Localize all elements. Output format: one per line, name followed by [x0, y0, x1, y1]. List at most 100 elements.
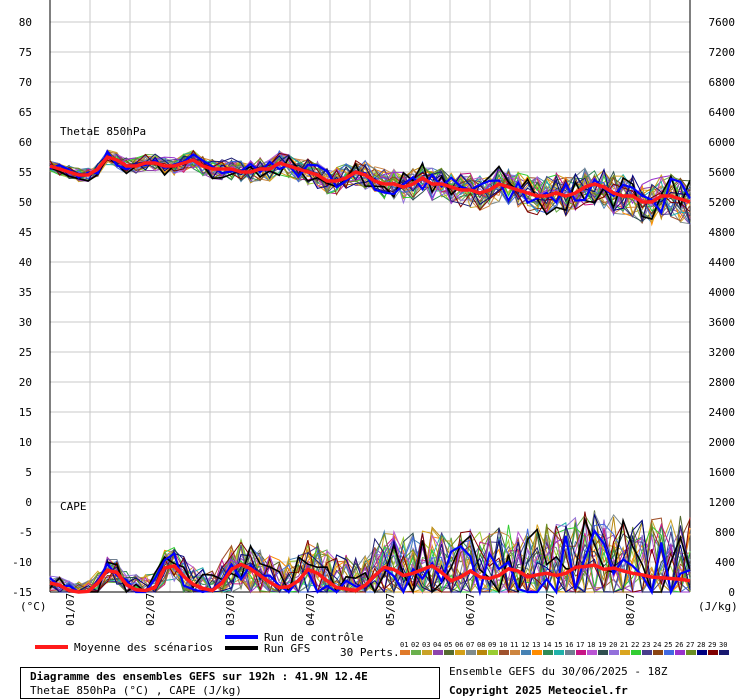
left-tick-label: 0 [25, 496, 32, 509]
pert-legend-swatch [653, 650, 663, 655]
legend-gfs-label: Run GFS [264, 642, 310, 655]
left-tick-label: 65 [19, 106, 32, 119]
x-tick-label: 02/07 [144, 593, 157, 626]
pert-legend-swatch [444, 650, 454, 655]
pert-legend-label: 27 [686, 641, 694, 649]
right-tick-label: 400 [715, 556, 735, 569]
pert-legend-swatch [477, 650, 487, 655]
legend-perts-label: 30 Perts. [340, 646, 400, 659]
pert-legend-label: 29 [708, 641, 716, 649]
left-tick-label: 60 [19, 136, 32, 149]
left-tick-label: 10 [19, 436, 32, 449]
left-tick-label: -10 [12, 556, 32, 569]
thetae-panel-label: ThetaE 850hPa [60, 125, 146, 138]
left-tick-label: 50 [19, 196, 32, 209]
right-tick-label: 2400 [709, 406, 736, 419]
pert-legend-swatch [554, 650, 564, 655]
pert-legend-label: 30 [719, 641, 727, 649]
pert-legend-label: 15 [554, 641, 562, 649]
pert-legend-label: 19 [598, 641, 606, 649]
pert-legend-label: 18 [587, 641, 595, 649]
pert-legend-label: 01 [400, 641, 408, 649]
pert-legend-swatch [631, 650, 641, 655]
left-tick-label: 55 [19, 166, 32, 179]
pert-legend-swatch [697, 650, 707, 655]
legend-control-label: Run de contrôle [264, 631, 363, 644]
mean-thetae [49, 154, 691, 204]
left-tick-label: 35 [19, 286, 32, 299]
pert-legend-label: 13 [532, 641, 540, 649]
pert-legend-swatch [587, 650, 597, 655]
pert-legend-label: 16 [565, 641, 573, 649]
pert-legend-label: 03 [422, 641, 430, 649]
legend-mean-label: Moyenne des scénarios [74, 641, 213, 654]
left-tick-label: 70 [19, 76, 32, 89]
pert-legend-label: 11 [510, 641, 518, 649]
pert-legend-swatch [576, 650, 586, 655]
right-tick-label: 7600 [709, 16, 736, 29]
pert-legend-label: 05 [444, 641, 452, 649]
left-tick-label: -5 [19, 526, 32, 539]
pert-legend-label: 04 [433, 641, 441, 649]
right-tick-label: 7200 [709, 46, 736, 59]
pert-legend-swatch [565, 650, 575, 655]
right-tick-label: 3600 [709, 316, 736, 329]
left-tick-label: 80 [19, 16, 32, 29]
cape-panel-label: CAPE [60, 500, 87, 513]
right-tick-label: 4400 [709, 256, 736, 269]
series [49, 149, 691, 597]
footer-title: Diagramme des ensembles GEFS sur 192h : … [30, 670, 368, 683]
left-tick-label: 40 [19, 256, 32, 269]
perturbation-legend: 01 02 03 04 05 06 07 08 09 10 11 12 13 14 15 16 17 18 19 20… [400, 641, 729, 655]
right-tick-label: 3200 [709, 346, 736, 359]
run-info: Ensemble GEFS du 30/06/2025 - 18Z [449, 665, 668, 678]
pert-legend-label: 08 [477, 641, 485, 649]
x-tick-label: 03/07 [224, 593, 237, 626]
left-tick-label: 25 [19, 346, 32, 359]
left-tick-label: 5 [25, 466, 32, 479]
right-tick-label: 6800 [709, 76, 736, 89]
right-axis-unit: (J/kg) [698, 600, 738, 613]
left-tick-label: 30 [19, 316, 32, 329]
pert-legend-label: 09 [488, 641, 496, 649]
x-tick-label: 04/07 [304, 593, 317, 626]
mean-cape [49, 562, 691, 594]
left-tick-label: -15 [12, 586, 32, 599]
pert-27-cape [49, 523, 691, 594]
pert-legend-label: 10 [499, 641, 507, 649]
pert-legend-swatch [642, 650, 652, 655]
pert-legend-label: 28 [697, 641, 705, 649]
pert-legend-swatch [532, 650, 542, 655]
pert-legend-swatch [708, 650, 718, 655]
left-tick-label: 75 [19, 46, 32, 59]
pert-legend-label: 14 [543, 641, 551, 649]
pert-legend-label: 17 [576, 641, 584, 649]
pert-legend-swatch [609, 650, 619, 655]
pert-legend-label: 07 [466, 641, 474, 649]
footer-title-box: Diagramme des ensembles GEFS sur 192h : … [20, 667, 440, 699]
right-tick-label: 4000 [709, 286, 736, 299]
x-tick-label: 01/07 [64, 593, 77, 626]
pert-legend-label: 26 [675, 641, 683, 649]
left-tick-label: 15 [19, 406, 32, 419]
pert-legend-label: 25 [664, 641, 672, 649]
pert-legend-swatch [411, 650, 421, 655]
pert-legend-swatch [543, 650, 553, 655]
pert-legend-label: 12 [521, 641, 529, 649]
pert-legend-swatch [664, 650, 674, 655]
pert-legend-swatch [433, 650, 443, 655]
right-tick-label: 6400 [709, 106, 736, 119]
left-tick-label: 20 [19, 376, 32, 389]
pert-legend-label: 22 [631, 641, 639, 649]
right-tick-label: 4800 [709, 226, 736, 239]
right-tick-label: 2800 [709, 376, 736, 389]
pert-legend-swatch [455, 650, 465, 655]
pert-legend-swatch [675, 650, 685, 655]
right-tick-label: 6000 [709, 136, 736, 149]
left-tick-label: 45 [19, 226, 32, 239]
right-tick-label: 5200 [709, 196, 736, 209]
right-tick-label: 5600 [709, 166, 736, 179]
pert-legend-swatch [686, 650, 696, 655]
pert-legend-swatch [466, 650, 476, 655]
